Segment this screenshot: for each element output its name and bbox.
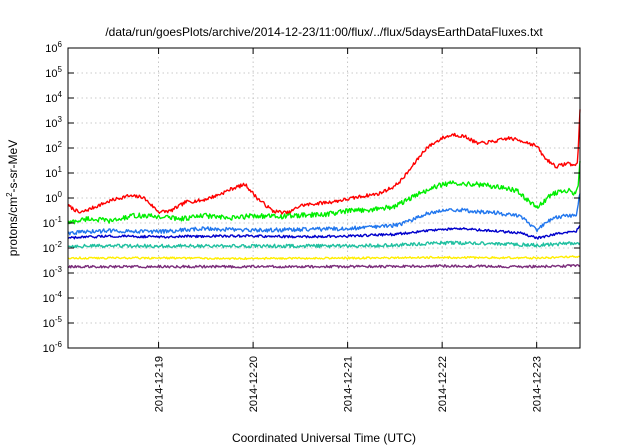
y-tick-label: 103 [45,115,62,130]
y-tick-label: 102 [45,140,62,155]
series-line-5 [68,240,581,249]
y-tick-label: 106 [45,40,62,55]
series-line-1 [67,109,581,216]
grid-lines [68,48,580,348]
x-tick-label: 2014-12-19 [154,356,166,412]
x-tick-label: 2014-12-22 [437,356,449,412]
x-tick-label: 2014-12-23 [532,356,544,412]
y-tick-label: 10-1 [43,215,63,230]
y-tick-label: 10-3 [43,265,63,280]
x-tick-label: 2014-12-21 [343,356,355,412]
y-tick-label: 10-2 [43,240,63,255]
series-line-2 [67,161,581,225]
y-tick-label: 105 [45,65,62,80]
chart-title: /data/run/goesPlots/archive/2014-12-23/1… [105,25,543,39]
series-line-4 [67,225,581,240]
series-line-7 [67,263,581,269]
y-tick-label: 101 [45,165,62,180]
plot-frame [67,47,581,349]
y-tick-label: 100 [45,190,62,205]
y-tick-label: 104 [45,90,62,105]
axes: 10-6 10-5 10-4 10-3 10-2 10-1 100 101 102 103 104 1… [43,40,581,412]
y-tick-label: 10-5 [43,315,63,330]
x-tick-label: 2014-12-20 [248,356,260,412]
series-line-6 [67,255,581,261]
series-line-3 [67,193,581,236]
y-tick-label: 10-4 [43,290,63,305]
series-layer [67,109,581,269]
y-axis-label: protons/cm2-s-sr-MeV [5,140,20,256]
y-tick-label: 10-6 [43,340,63,355]
x-axis-label: Coordinated Universal Time (UTC) [232,431,416,445]
